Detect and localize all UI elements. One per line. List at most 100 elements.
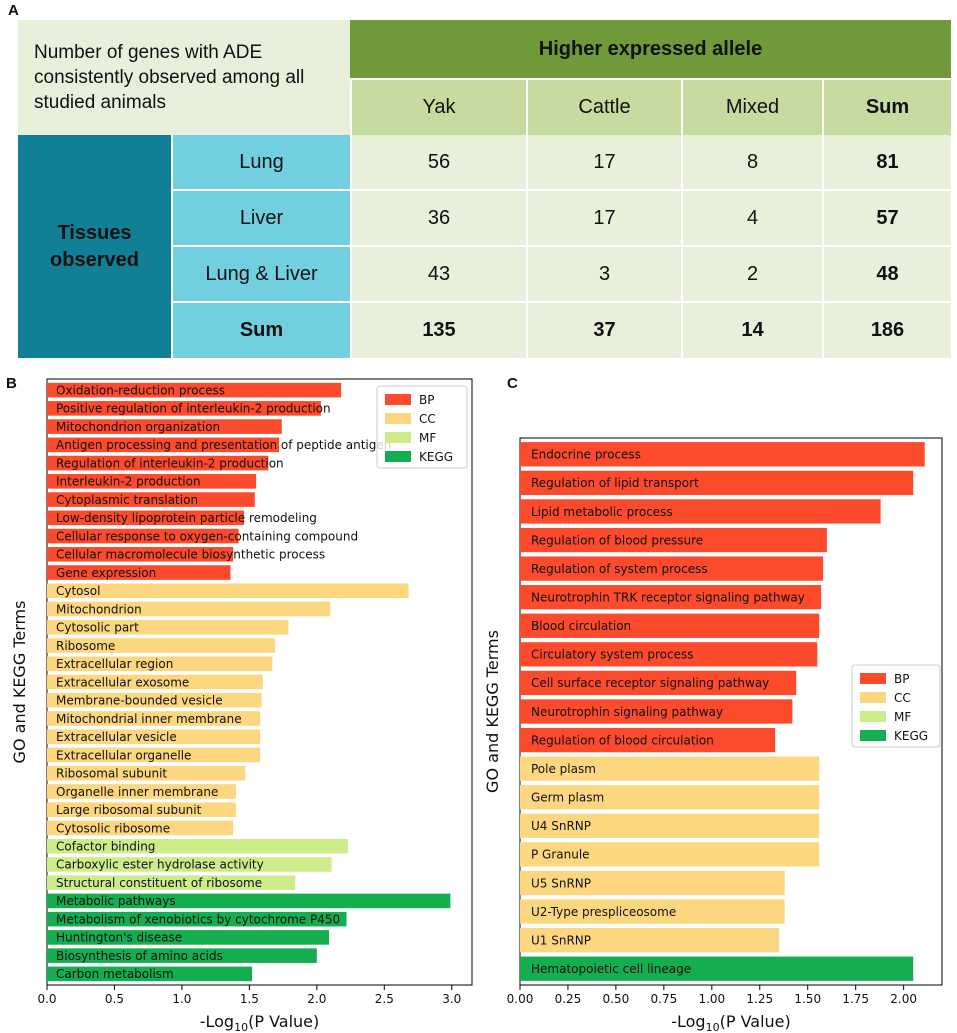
bar-cc [47, 747, 261, 763]
bar-bp [47, 547, 234, 562]
legend-label: MF [419, 431, 436, 445]
x-tick-label: 0.5 [105, 992, 124, 1006]
bar-cc [47, 692, 262, 708]
bar-label: U5 SnRNP [531, 876, 591, 890]
legend-box [851, 664, 941, 748]
x-tick-label: 1.50 [794, 992, 821, 1006]
table-cell: 17 [526, 191, 681, 247]
group-header: Higher expressed allele [350, 20, 951, 78]
table-cell: 8 [681, 135, 822, 191]
bar-bp [47, 437, 280, 453]
table-cell: 43 [350, 247, 526, 303]
bar-cc [520, 785, 820, 810]
bar-cc [47, 711, 261, 726]
bar-label: Metabolism of xenobiotics by cytochrome … [56, 912, 340, 926]
table-title: Number of genes with ADE consistently ob… [18, 20, 350, 135]
bar-label: Carboxylic ester hydrolase activity [56, 858, 264, 872]
legend-label: MF [894, 710, 911, 724]
bar-label: Carbon metabolism [56, 967, 174, 981]
bar-bp [520, 727, 776, 753]
bar-bp [520, 470, 914, 496]
table-cell: 57 [822, 191, 951, 247]
legend-label: KEGG [419, 450, 453, 464]
bar-label: Regulation of interleukin-2 production [56, 456, 284, 470]
bar-label: Mitochondrion organization [56, 420, 220, 434]
y-axis-label: GO and KEGG Terms [10, 601, 29, 764]
legend-box [376, 385, 468, 469]
bar-label: Cytosolic part [56, 621, 139, 635]
table-cell: 3 [526, 247, 681, 303]
y-axis-label: GO and KEGG Terms [483, 630, 502, 793]
bar-label: Cytosolic ribosome [56, 821, 170, 835]
bar-label: Regulation of system process [531, 562, 708, 576]
bar-bp [47, 474, 257, 489]
table-cell: 135 [350, 303, 526, 358]
bar-label: P Granule [531, 848, 590, 862]
x-tick-label: 2.5 [375, 992, 394, 1006]
x-tick-label: 0.0 [37, 992, 56, 1006]
bar-label: Neurotrophin signaling pathway [531, 705, 723, 719]
panel-label-a: A [8, 2, 19, 19]
table-cell: 37 [526, 303, 681, 358]
bar-label: Endocrine process [531, 448, 641, 462]
table-cell: 4 [681, 191, 822, 247]
column-header: Sum [822, 78, 951, 135]
bar-label: Gene expression [56, 566, 156, 580]
bar-bp [47, 528, 239, 544]
bar-bp [520, 699, 793, 724]
bar-bp [47, 401, 321, 416]
bar-label: Biosynthesis of amino acids [56, 949, 223, 963]
bar-mf [47, 838, 348, 854]
bar-label: Extracellular region [56, 657, 173, 671]
table-cell: 14 [681, 303, 822, 358]
table-cell: 56 [350, 135, 526, 191]
x-tick-label: 1.75 [842, 992, 869, 1006]
table-cell: 48 [822, 247, 951, 303]
bar-cc [47, 820, 234, 836]
bar-bp [47, 492, 255, 507]
bar-kegg [47, 911, 347, 927]
bar-label: Lipid metabolic process [531, 505, 673, 519]
legend-label: BP [419, 393, 434, 407]
bar-label: Regulation of blood pressure [531, 533, 703, 547]
bar-label: Mitochondrion [56, 602, 142, 616]
x-tick-label: 1.5 [240, 992, 259, 1006]
row-label: Lung [171, 135, 350, 191]
bar-cc [47, 729, 261, 745]
legend-label: CC [419, 412, 436, 426]
bar-cc [47, 802, 236, 817]
legend-swatch-cc [860, 692, 886, 703]
bar-label: Ribosomal subunit [56, 767, 167, 781]
bar-label: Hematopoietic cell lineage [531, 962, 691, 976]
bar-label: Circulatory system process [531, 648, 693, 662]
bar-label: Cytosol [56, 584, 100, 598]
bar-bp [520, 442, 925, 467]
bar-kegg [47, 966, 253, 982]
bar-bp [520, 556, 824, 581]
column-header: Yak [350, 78, 526, 135]
x-tick-label: 1.0 [172, 992, 191, 1006]
bar-cc [47, 765, 246, 781]
bar-kegg [47, 930, 329, 945]
bar-bp [520, 499, 881, 524]
bar-label: Regulation of blood circulation [531, 733, 714, 747]
x-tick-label: 0.50 [603, 992, 630, 1006]
bar-label: Cofactor binding [56, 840, 155, 854]
x-tick-label: 0.00 [507, 992, 534, 1006]
bar-label: Mitochondrial inner membrane [56, 712, 242, 726]
ade-summary-table: Number of genes with ADE consistently ob… [18, 20, 951, 358]
bar-cc [47, 638, 276, 653]
plot-frame [519, 437, 943, 986]
bar-cc [47, 656, 273, 672]
legend-swatch-bp [385, 394, 411, 405]
bar-label: Blood circulation [531, 619, 631, 633]
bar-label: Antigen processing and presentation of p… [56, 438, 391, 452]
bar-cc [47, 583, 409, 599]
legend-label: CC [894, 691, 911, 705]
bar-bp [520, 642, 818, 667]
bar-label: Regulation of lipid transport [531, 476, 699, 490]
bar-cc [520, 842, 820, 867]
table-cell: 2 [681, 247, 822, 303]
bar-bp [520, 527, 827, 553]
bar-label: Large ribosomal subunit [56, 803, 202, 817]
